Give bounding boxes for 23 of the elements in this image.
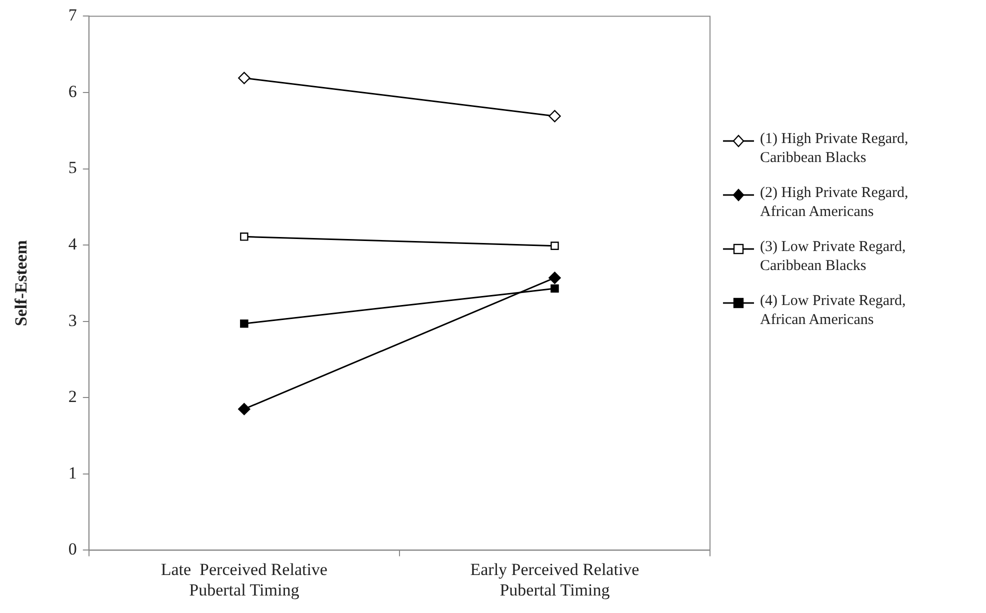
point (238, 72, 250, 84)
point (548, 110, 561, 122)
y-tick-label: 5 (68, 158, 77, 178)
point (548, 272, 561, 284)
y-tick-label: 3 (68, 310, 77, 330)
y-tick-label: 2 (68, 387, 77, 406)
point (550, 242, 559, 250)
point (238, 402, 250, 416)
legend-label: (2) High Private Regard, African Americans (760, 184, 910, 222)
y-tick-label: 6 (68, 82, 77, 101)
y-tick-label: 0 (68, 540, 77, 559)
point (550, 284, 559, 293)
x-tick-label: Early Perceived Relative Pubertal Timing (470, 560, 640, 600)
y-tick-label: 7 (68, 6, 78, 25)
x-tick-label: Late Perceived Relative Pubertal Timing (160, 560, 328, 600)
point (240, 319, 248, 328)
y-tick-label: 1 (68, 463, 77, 482)
legend-label: (3) Low Private Regard, Caribbean Blacks (760, 238, 907, 276)
legend-label: (1) High Private Regard, Caribbean Blacks (760, 130, 910, 168)
y-axis-title: Self-Esteem (12, 240, 31, 326)
point (240, 232, 248, 241)
y-tick-label: 4 (68, 234, 78, 254)
legend-label: (4) Low Private Regard, African Americans (760, 292, 907, 330)
